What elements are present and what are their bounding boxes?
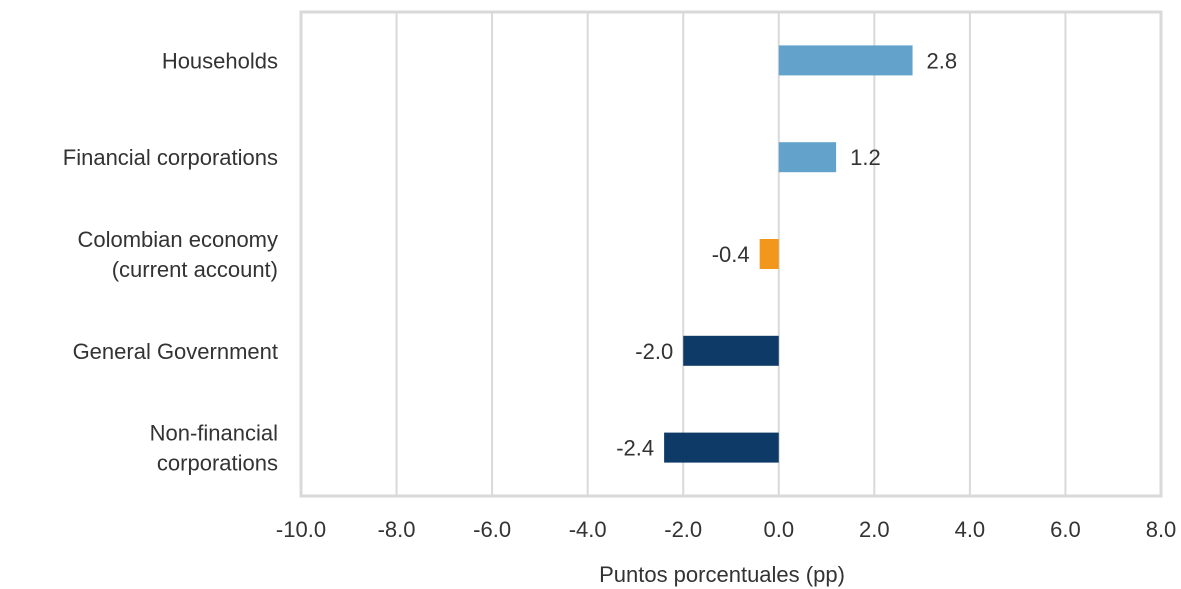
- x-tick-label: -8.0: [378, 517, 416, 542]
- x-tick-label: -10.0: [276, 517, 326, 542]
- bar: [778, 142, 837, 173]
- category-label: Colombian economy (current account): [77, 227, 278, 282]
- category-label: Households: [162, 48, 278, 73]
- bar: [664, 432, 779, 463]
- data-label: 2.8: [927, 48, 958, 73]
- data-label: -0.4: [712, 242, 750, 267]
- plot-frame: [299, 10, 1163, 498]
- x-axis-tick-labels: -10.0 -8.0 -6.0 -4.0 -2.0 0.0 2.0 4.0 6.0 8.0: [276, 517, 1176, 542]
- bar: [683, 335, 779, 366]
- category-label: Financial corporations: [63, 145, 278, 170]
- data-label: 1.2: [850, 145, 881, 170]
- x-tick-label: 6.0: [1050, 517, 1081, 542]
- bar: [759, 239, 779, 269]
- x-tick-label: 4.0: [955, 517, 986, 542]
- bar: [778, 45, 913, 76]
- x-tick-label: -2.0: [664, 517, 702, 542]
- data-label: -2.0: [635, 339, 673, 364]
- category-label: General Government: [73, 339, 278, 364]
- bars: [664, 45, 913, 463]
- x-tick-label: -6.0: [473, 517, 511, 542]
- x-axis-title: Puntos porcentuales (pp): [599, 562, 845, 587]
- category-labels: Households Financial corporations Colombia…: [63, 48, 278, 475]
- x-tick-label: 8.0: [1146, 517, 1177, 542]
- data-labels: 2.8 1.2 -0.4 -2.0 -2.4: [616, 48, 957, 460]
- category-label: Non-financial corporations: [150, 421, 278, 476]
- data-label: -2.4: [616, 436, 654, 461]
- x-tick-label: 0.0: [763, 517, 794, 542]
- x-tick-label: 2.0: [859, 517, 890, 542]
- x-tick-label: -4.0: [569, 517, 607, 542]
